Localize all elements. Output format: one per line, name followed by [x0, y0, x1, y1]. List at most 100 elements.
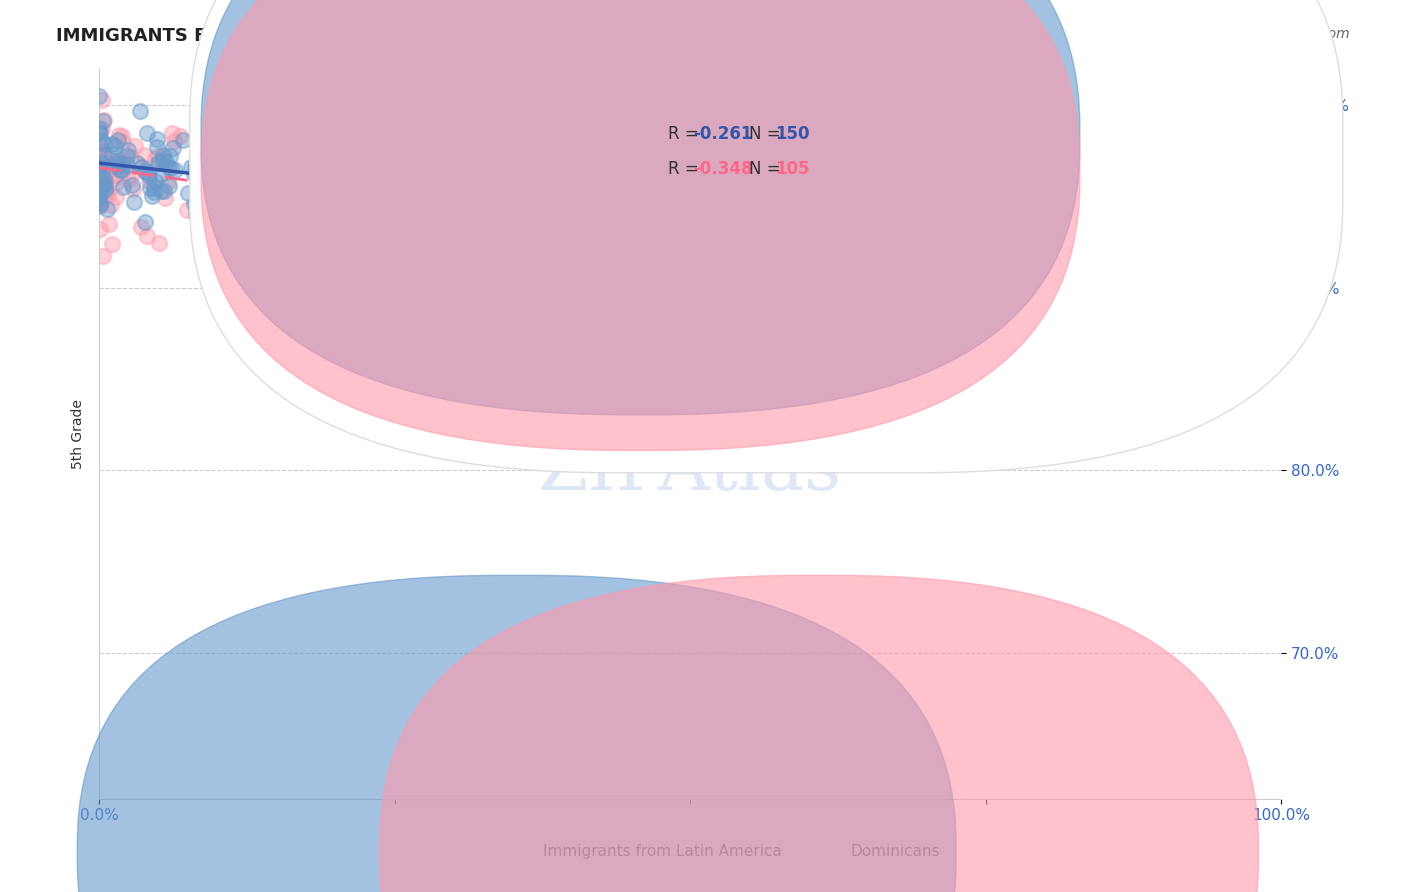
- Text: Immigrants from Latin America: Immigrants from Latin America: [543, 845, 782, 859]
- Point: [928, 298, 950, 312]
- Point: [319, 151, 342, 165]
- Point: [212, 136, 235, 151]
- Point: [180, 161, 202, 175]
- Point: [254, 172, 277, 186]
- Point: [458, 225, 481, 239]
- Point: [197, 160, 219, 174]
- Point: [212, 153, 235, 167]
- Point: [231, 222, 253, 236]
- Point: [312, 170, 335, 185]
- Point: [89, 125, 111, 139]
- Point: [94, 175, 117, 189]
- Point: [89, 157, 111, 171]
- Point: [224, 230, 246, 244]
- Point: [90, 194, 112, 208]
- Point: [134, 215, 156, 229]
- Point: [537, 225, 560, 239]
- Point: [89, 190, 111, 204]
- Point: [574, 234, 596, 248]
- Point: [396, 277, 419, 291]
- Point: [183, 167, 205, 181]
- Point: [484, 241, 506, 255]
- Point: [197, 192, 219, 206]
- Point: [499, 207, 522, 221]
- Point: [96, 202, 118, 216]
- Point: [730, 246, 752, 260]
- Point: [129, 104, 152, 119]
- Point: [291, 178, 314, 193]
- Point: [91, 157, 114, 171]
- Point: [430, 177, 453, 191]
- Point: [89, 120, 111, 135]
- Point: [205, 103, 228, 118]
- Point: [172, 133, 194, 147]
- Point: [117, 149, 139, 163]
- Point: [145, 152, 167, 166]
- Point: [264, 149, 287, 163]
- Point: [105, 153, 128, 168]
- Point: [264, 167, 287, 181]
- Point: [184, 207, 207, 221]
- Point: [146, 140, 169, 154]
- Point: [177, 186, 200, 200]
- Point: [91, 144, 114, 158]
- Point: [482, 219, 505, 234]
- Text: 105: 105: [775, 161, 810, 178]
- Point: [96, 186, 118, 200]
- Point: [278, 167, 301, 181]
- Point: [239, 200, 262, 214]
- Point: [91, 151, 114, 165]
- Point: [364, 204, 387, 219]
- Point: [134, 164, 156, 178]
- Point: [208, 122, 231, 136]
- Point: [232, 188, 254, 202]
- Point: [249, 175, 271, 189]
- Point: [105, 175, 128, 189]
- Point: [143, 179, 166, 194]
- Point: [257, 178, 280, 193]
- Point: [252, 125, 274, 139]
- Point: [105, 169, 128, 183]
- Point: [195, 179, 218, 194]
- Point: [89, 191, 111, 205]
- Point: [93, 148, 115, 162]
- Point: [138, 174, 160, 188]
- Point: [90, 180, 112, 194]
- Point: [131, 161, 153, 175]
- Point: [117, 172, 139, 186]
- Point: [273, 148, 295, 162]
- Point: [93, 171, 115, 186]
- Point: [89, 155, 111, 169]
- Point: [688, 231, 710, 245]
- Point: [193, 166, 215, 180]
- Point: [149, 184, 172, 198]
- Point: [253, 183, 276, 197]
- Point: [592, 299, 614, 313]
- Point: [93, 137, 115, 152]
- Point: [89, 186, 111, 201]
- Text: -0.348: -0.348: [693, 161, 752, 178]
- Point: [287, 145, 309, 160]
- Point: [190, 186, 212, 200]
- Point: [89, 164, 111, 178]
- Point: [637, 229, 659, 244]
- Point: [105, 155, 128, 169]
- Point: [350, 240, 373, 254]
- Point: [105, 160, 128, 174]
- Text: N =: N =: [749, 161, 786, 178]
- Point: [236, 193, 259, 207]
- Point: [93, 178, 115, 192]
- Point: [163, 163, 186, 178]
- Point: [104, 139, 127, 153]
- Point: [121, 150, 143, 164]
- Point: [148, 155, 170, 169]
- Point: [236, 199, 259, 213]
- Point: [124, 139, 146, 153]
- Point: [201, 153, 224, 167]
- Point: [121, 178, 143, 192]
- Point: [229, 162, 252, 177]
- Point: [111, 163, 134, 178]
- Point: [239, 167, 262, 181]
- Point: [89, 169, 111, 183]
- Point: [89, 143, 111, 157]
